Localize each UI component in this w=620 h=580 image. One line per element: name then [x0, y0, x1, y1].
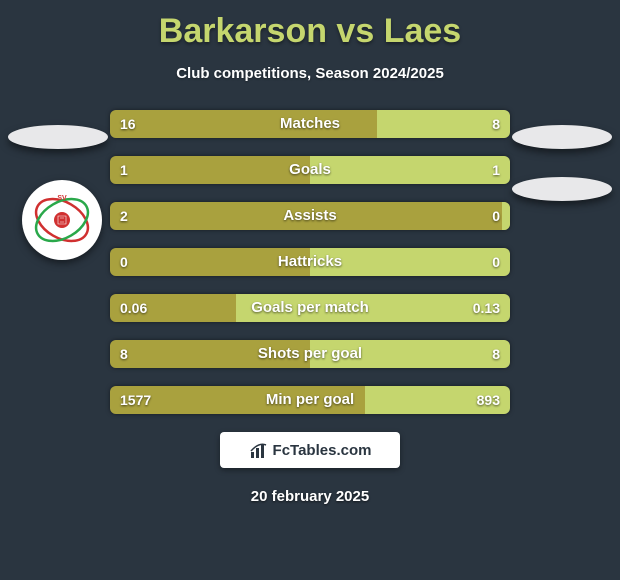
stat-value-right: 8	[492, 110, 500, 138]
stat-value-right: 8	[492, 340, 500, 368]
stat-value-right: 0.13	[473, 294, 500, 322]
stat-value-right: 0	[492, 248, 500, 276]
svg-text:SV: SV	[57, 195, 67, 202]
stat-label: Goals	[110, 156, 510, 184]
stat-label: Goals per match	[110, 294, 510, 322]
stat-row: 2Assists0	[110, 202, 510, 230]
stat-value-right: 0	[492, 202, 500, 230]
stat-label: Min per goal	[110, 386, 510, 414]
date: 20 february 2025	[0, 488, 620, 505]
stat-row: 1577Min per goal893	[110, 386, 510, 414]
stat-row: 0Hattricks0	[110, 248, 510, 276]
stat-row: 1Goals1	[110, 156, 510, 184]
stat-row: 16Matches8	[110, 110, 510, 138]
player-right-oval-1	[512, 125, 612, 149]
stat-label: Shots per goal	[110, 340, 510, 368]
stat-value-right: 893	[477, 386, 500, 414]
stat-value-right: 1	[492, 156, 500, 184]
stat-label: Hattricks	[110, 248, 510, 276]
club-logo-icon: SV	[30, 188, 94, 252]
stat-label: Assists	[110, 202, 510, 230]
stat-row: 0.06Goals per match0.13	[110, 294, 510, 322]
brand-text: FcTables.com	[273, 442, 372, 459]
stat-label: Matches	[110, 110, 510, 138]
site-brand[interactable]: FcTables.com	[220, 432, 400, 468]
subtitle: Club competitions, Season 2024/2025	[0, 65, 620, 82]
club-badge-left: SV	[22, 180, 102, 260]
chart-icon	[249, 440, 269, 460]
player-left-oval	[8, 125, 108, 149]
page-title: Barkarson vs Laes	[0, 0, 620, 51]
player-right-oval-2	[512, 177, 612, 201]
stat-row: 8Shots per goal8	[110, 340, 510, 368]
stats-container: 16Matches81Goals12Assists00Hattricks00.0…	[0, 110, 620, 414]
